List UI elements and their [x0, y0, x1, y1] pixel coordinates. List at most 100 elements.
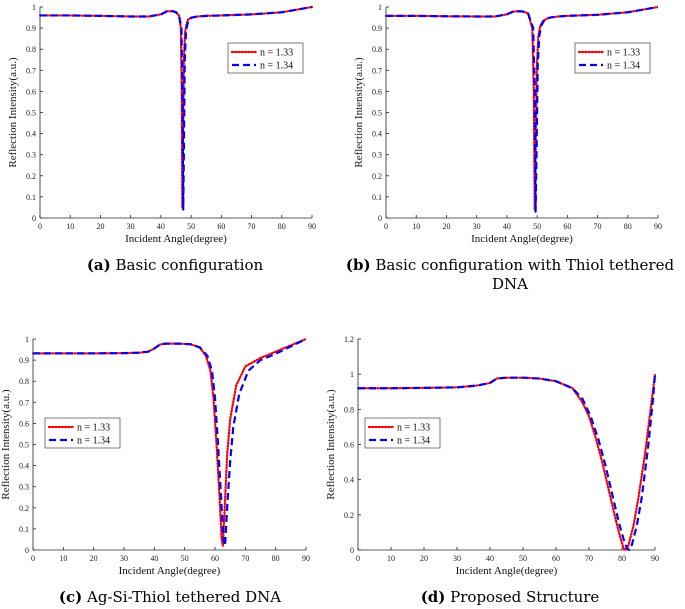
- legend-label-n134: n = 1.34: [607, 61, 640, 72]
- x-tick-label: 30: [120, 554, 128, 563]
- y-tick-label: 0: [25, 546, 29, 555]
- y-tick-label: 0.9: [372, 24, 382, 33]
- x-tick-label: 10: [387, 554, 395, 563]
- x-tick-label: 70: [248, 222, 256, 231]
- y-tick-label: 1: [25, 335, 29, 344]
- x-tick-label: 60: [211, 554, 219, 563]
- x-tick-label: 30: [127, 222, 135, 231]
- y-tick-label: 0.5: [19, 441, 29, 450]
- x-tick-label: 10: [59, 554, 67, 563]
- y-tick-label: 0.1: [372, 193, 382, 202]
- y-tick-label: 0: [378, 214, 382, 223]
- series-line-n133: [356, 373, 657, 552]
- caption-c-letter: (c): [58, 588, 83, 606]
- y-tick-label: 0.5: [372, 109, 382, 118]
- y-tick-label: 0.6: [26, 87, 36, 96]
- y-tick-label: 0: [32, 214, 36, 223]
- y-tick-label: 0.1: [26, 193, 36, 202]
- caption-c-text: Ag-Si-Thiol tethered DNA: [87, 588, 282, 606]
- chart-d: 0 10 20 30 40 50 60 70 80 90 0 0.2 0.4 0.6 0.8 1 1.2 Inci…: [325, 335, 659, 577]
- y-tick-label: 0.1: [19, 525, 29, 534]
- y-tick-label: 1.2: [344, 335, 354, 344]
- legend-label-n133: n = 1.33: [260, 48, 293, 59]
- x-tick-label: 60: [552, 554, 560, 563]
- x-tick-label: 70: [594, 222, 602, 231]
- y-tick-label: 0.3: [372, 151, 382, 160]
- x-tick-label: 60: [217, 222, 225, 231]
- x-tick-label: 0: [356, 554, 360, 563]
- x-tick-label: 60: [563, 222, 571, 231]
- y-tick-label: 1: [32, 3, 36, 12]
- x-tick-label: 90: [651, 554, 659, 563]
- caption-b: (b) Basic configuration with Thiol tethe…: [345, 256, 675, 294]
- y-tick-label: 0.8: [26, 45, 36, 54]
- y-tick-label: 0.6: [344, 441, 354, 450]
- y-tick-label: 0.4: [372, 130, 382, 139]
- x-tick-label: 90: [302, 554, 310, 563]
- legend-box: [364, 417, 441, 449]
- legend-label-n134: n = 1.34: [397, 436, 430, 447]
- caption-d-text: Proposed Structure: [450, 588, 600, 606]
- x-tick-label: 20: [420, 554, 428, 563]
- x-tick-label: 10: [412, 222, 420, 231]
- x-axis-label: Incident Angle(degree): [456, 565, 558, 577]
- y-tick-label: 0.4: [19, 462, 29, 471]
- x-tick-label: 0: [384, 222, 388, 231]
- y-tick-label: 0.8: [19, 377, 29, 386]
- legend-box: [227, 42, 304, 74]
- caption-d: (d) Proposed Structure: [370, 588, 650, 607]
- x-tick-label: 50: [533, 222, 541, 231]
- caption-b-letter: (b): [345, 256, 371, 274]
- x-tick-label: 70: [585, 554, 593, 563]
- y-tick-label: 0.2: [19, 504, 29, 513]
- y-tick-label: 0.5: [26, 109, 36, 118]
- caption-d-letter: (d): [420, 588, 446, 606]
- x-tick-label: 20: [90, 554, 98, 563]
- x-tick-label: 80: [272, 554, 280, 563]
- y-tick-label: 0.8: [372, 45, 382, 54]
- x-tick-label: 40: [157, 222, 165, 231]
- y-axis-label: Reflection Intensity(a.u.): [353, 57, 365, 168]
- x-tick-label: 0: [31, 554, 35, 563]
- x-tick-label: 40: [150, 554, 158, 563]
- x-tick-label: 30: [473, 222, 481, 231]
- x-tick-label: 90: [654, 222, 662, 231]
- legend: n = 1.33 n = 1.34: [364, 417, 441, 449]
- series-line-n134: [33, 338, 307, 547]
- legend-label-n134: n = 1.34: [260, 61, 293, 72]
- y-axis-label: Reflection Intensity(a.u.): [7, 57, 19, 168]
- x-tick-label: 50: [187, 222, 195, 231]
- y-tick-label: 0.4: [26, 130, 36, 139]
- series-line-n134: [358, 374, 657, 552]
- series-line-n134: [386, 5, 659, 213]
- legend-label-n134: n = 1.34: [77, 436, 110, 447]
- legend: n = 1.33 n = 1.34: [227, 42, 304, 74]
- x-tick-label: 0: [38, 222, 42, 231]
- series-line-n133: [384, 5, 660, 211]
- y-tick-label: 0.9: [26, 24, 36, 33]
- y-tick-label: 0.3: [26, 151, 36, 160]
- series-line-n134: [40, 5, 313, 211]
- x-tick-label: 80: [618, 554, 626, 563]
- y-tick-label: 0.6: [19, 419, 29, 428]
- y-axis-label: Reflection Intensity(a.u.): [325, 389, 337, 500]
- caption-a-text: Basic configuration: [115, 256, 264, 274]
- legend: n = 1.33 n = 1.34: [44, 417, 121, 449]
- caption-a: (a) Basic configuration: [30, 256, 320, 275]
- caption-b-text: Basic configuration with Thiol tethered …: [375, 256, 675, 293]
- x-tick-label: 30: [453, 554, 461, 563]
- x-tick-label: 80: [624, 222, 632, 231]
- legend-label-n133: n = 1.33: [397, 423, 430, 434]
- y-tick-label: 0.4: [344, 476, 354, 485]
- x-tick-label: 40: [486, 554, 494, 563]
- x-axis-label: Incident Angle(degree): [125, 233, 227, 245]
- x-tick-label: 70: [241, 554, 249, 563]
- y-tick-label: 0.2: [372, 172, 382, 181]
- y-tick-label: 0.2: [344, 511, 354, 520]
- caption-c: (c) Ag-Si-Thiol tethered DNA: [25, 588, 315, 607]
- x-tick-label: 20: [442, 222, 450, 231]
- y-tick-label: 0.7: [19, 398, 29, 407]
- x-axis-label: Incident Angle(degree): [471, 233, 573, 245]
- legend: n = 1.33 n = 1.34: [574, 42, 651, 74]
- y-tick-label: 0.3: [19, 483, 29, 492]
